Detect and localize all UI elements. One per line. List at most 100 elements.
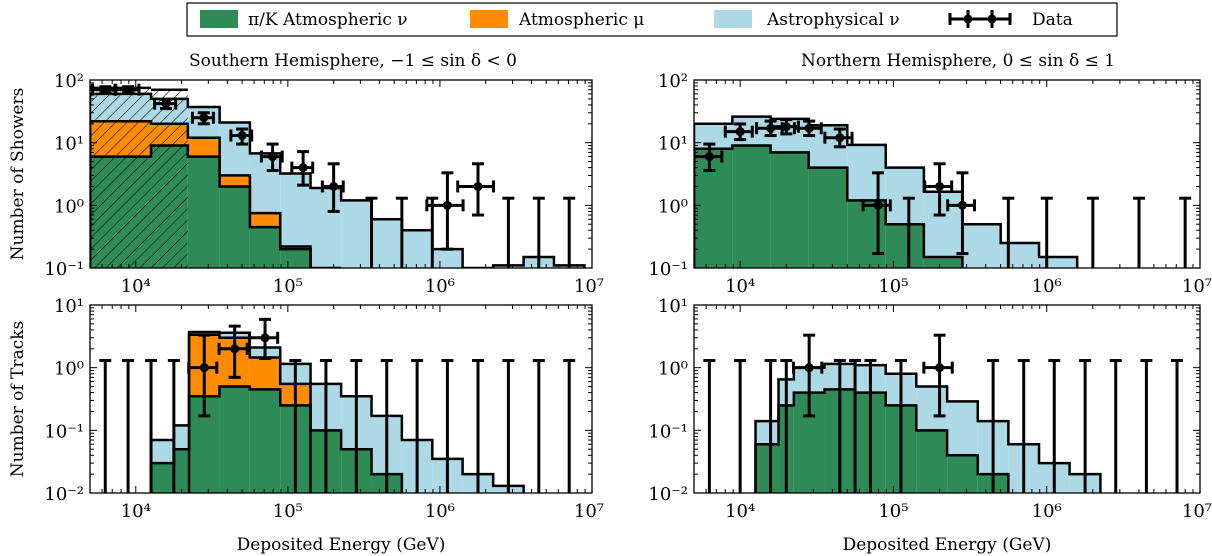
data-point <box>532 359 545 493</box>
panel-title: Northern Hemisphere, 0 ≤ sin δ ≤ 1 <box>801 51 1115 71</box>
histogram-stack <box>754 362 1102 493</box>
data-point <box>1109 359 1122 493</box>
y-tick-label: 10⁻¹ <box>648 421 688 442</box>
data-point <box>1002 196 1015 268</box>
bar-astro-nu <box>916 386 948 431</box>
step-outline-astro-nu <box>694 115 1079 268</box>
axes-frame <box>89 79 593 269</box>
step-outline-astro-nu <box>754 362 1102 493</box>
data-marker <box>123 85 133 95</box>
y-tick-label: 10⁻¹ <box>648 259 688 280</box>
axes-frame <box>693 79 1201 269</box>
data-point <box>113 83 141 96</box>
data-point <box>1086 196 1099 268</box>
axes-frame <box>693 304 1201 494</box>
bar-hatched <box>90 87 152 268</box>
bar-pik-nu <box>808 167 848 268</box>
data-point <box>456 162 495 217</box>
y-tick-label: 10⁻¹ <box>44 259 84 280</box>
data-marker <box>237 131 247 141</box>
histogram-stack <box>149 330 525 493</box>
data-point <box>764 359 777 493</box>
x-axis-label: Deposited Energy (GeV) <box>843 535 1052 555</box>
step-outline-pik-nu <box>90 144 342 268</box>
data-point <box>441 359 454 493</box>
data-point <box>894 359 907 493</box>
data-marker <box>230 344 240 354</box>
data-point <box>380 359 393 493</box>
data-marker <box>935 363 945 373</box>
bar-atm-mu <box>187 137 220 157</box>
bar-astro-nu <box>923 191 963 257</box>
data-point <box>864 359 877 493</box>
data-point <box>563 359 576 493</box>
legend-swatch <box>714 10 752 28</box>
data-marker <box>329 181 339 191</box>
panel-title: Southern Hemisphere, −1 ≤ sin δ < 0 <box>189 51 517 71</box>
data-point <box>563 196 576 268</box>
bar-astro-nu <box>1039 256 1078 268</box>
data-point <box>217 324 249 379</box>
panel-north-showers: 10⁴ 10⁵ 10⁶ 10⁷ 10⁻¹ 10⁰ 10¹ 10² Northern Hemisp… <box>648 51 1212 297</box>
x-tick-label: 10⁷ <box>574 276 604 297</box>
legend: π/K Atmospheric ν Atmospheric μ Astrophysi… <box>186 2 1118 37</box>
x-tick-label: 10⁴ <box>725 501 755 522</box>
histogram-stack <box>694 115 1079 268</box>
data-points <box>694 118 1192 268</box>
bar-pik-nu <box>173 449 190 493</box>
x-tick-label: 10⁶ <box>1032 276 1062 297</box>
data-marker <box>100 85 110 95</box>
bar-astro-nu <box>173 425 190 450</box>
x-tick-label: 10⁷ <box>1182 501 1212 522</box>
data-point <box>472 359 485 493</box>
y-axis-label: Number of Showers <box>8 88 28 261</box>
step-outline-pik-nu <box>694 144 964 268</box>
bar-atm-mu <box>249 213 281 228</box>
panels: 10⁴ 10⁵ 10⁶ 10⁷ 10⁻¹ 10⁰ 10¹ 10² Southern Hemisp… <box>8 51 1212 555</box>
bar-pik-nu <box>280 249 311 268</box>
y-tick-label: 10⁻¹ <box>44 421 84 442</box>
bar-pik-nu <box>732 145 771 268</box>
histogram-stack <box>90 86 586 268</box>
legend-item-astro-nu: Astrophysical ν <box>714 10 900 30</box>
legend-item-atm-mu: Atmospheric μ <box>470 10 644 30</box>
bar-pik-nu <box>770 152 809 268</box>
data-point <box>1140 359 1153 493</box>
axis-ticks <box>693 79 1201 269</box>
data-marker <box>260 333 270 343</box>
data-point <box>290 150 315 187</box>
x-tick-label: 10⁵ <box>878 501 908 522</box>
data-marker <box>442 200 452 210</box>
data-marker <box>704 152 714 162</box>
data-point <box>502 196 515 268</box>
bar-atm-mu <box>219 175 250 187</box>
data-marker <box>804 123 814 133</box>
data-point <box>823 127 854 149</box>
data-point <box>694 142 724 172</box>
data-point <box>1079 359 1092 493</box>
bar-hatched <box>151 89 188 268</box>
data-point <box>1171 359 1184 493</box>
data-point <box>122 359 135 493</box>
data-point <box>167 359 180 493</box>
legend-label: π/K Atmospheric ν <box>248 10 408 30</box>
bar-pik-nu <box>947 455 978 493</box>
data-point <box>734 359 747 493</box>
bar-astro-nu <box>151 440 174 464</box>
x-axis-label: Deposited Energy (GeV) <box>237 535 446 555</box>
data-marker <box>161 99 171 109</box>
data-marker <box>298 163 308 173</box>
data-marker <box>199 363 209 373</box>
bar-astro-nu <box>341 200 372 268</box>
bar-astro-nu <box>1000 243 1040 268</box>
x-tick-label: 10⁴ <box>121 501 151 522</box>
panel-south-showers: 10⁴ 10⁵ 10⁶ 10⁷ 10⁻¹ 10⁰ 10¹ 10² Southern Hemisp… <box>8 51 604 297</box>
data-point <box>849 359 862 493</box>
data-point <box>350 359 363 493</box>
x-tick-label: 10⁵ <box>878 276 908 297</box>
data-point <box>1179 196 1192 268</box>
data-marker <box>268 152 278 162</box>
bar-pik-nu <box>187 156 220 268</box>
bar-pik-nu <box>755 444 779 493</box>
legend-label: Atmospheric μ <box>518 10 644 30</box>
